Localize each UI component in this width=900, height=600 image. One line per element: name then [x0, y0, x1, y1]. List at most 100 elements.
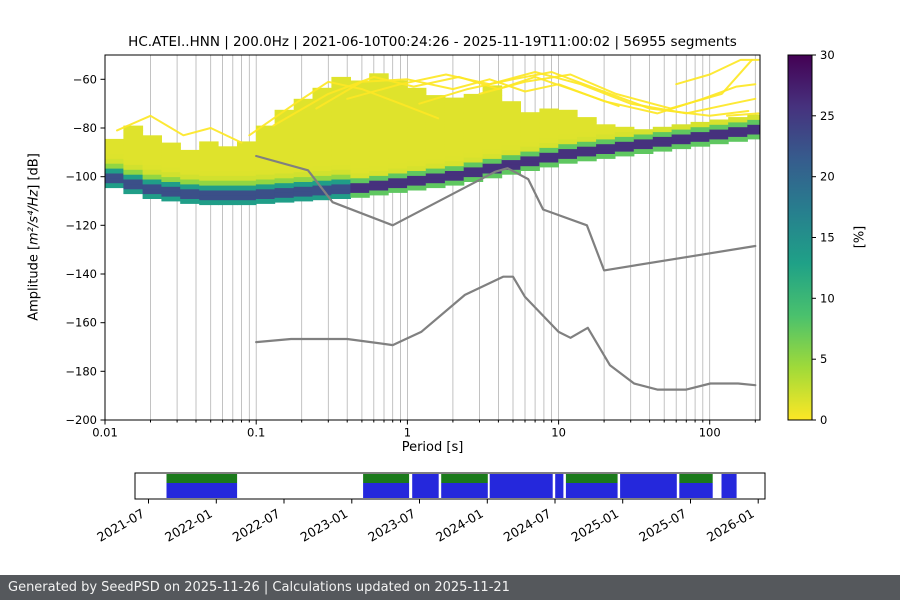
heatmap-cell [671, 129, 692, 135]
nlnm-line [255, 275, 757, 391]
heatmap-cell [123, 184, 144, 190]
heatmap-cell [614, 126, 635, 133]
heatmap-cell [463, 162, 484, 168]
heatmap-cell [652, 141, 673, 147]
heatmap-cell [350, 148, 370, 154]
heatmap-cell [218, 151, 238, 157]
heatmap-cell [255, 169, 276, 175]
y-tick-label: −160 [65, 316, 97, 330]
heatmap-cell [199, 165, 219, 171]
y-tick-label: −60 [73, 72, 97, 86]
heatmap-cell [199, 180, 219, 186]
heatmap-cell [142, 169, 162, 175]
y-tick-label: −140 [65, 267, 97, 281]
heatmap-cell [123, 135, 144, 141]
heatmap-cell [558, 124, 578, 130]
colorbar-tick-label: 20 [820, 170, 835, 184]
heatmap-cell [463, 132, 484, 139]
heatmap-cell [652, 136, 673, 142]
heatmap-cell [407, 131, 427, 137]
heatmap-cell [123, 188, 144, 195]
heatmap-cell [690, 121, 711, 128]
heatmap-cell [293, 98, 314, 105]
heatmap-cell [274, 187, 295, 193]
heatmap-cell [105, 138, 124, 145]
heatmap-cell [105, 168, 124, 174]
heatmap-cell [501, 154, 521, 161]
heatmap-cell [520, 126, 540, 133]
colorbar [787, 54, 813, 421]
heatmap-cell [388, 173, 408, 179]
heatmap-cell [388, 95, 408, 101]
heatmap-cell [180, 188, 200, 195]
heatmap-cell [142, 184, 162, 190]
heatmap-cell [501, 169, 521, 175]
heatmap-cell [596, 138, 616, 145]
heatmap-cell [369, 151, 389, 157]
colorbar-tick-label: 0 [820, 413, 827, 427]
heatmap-cell [388, 129, 408, 135]
heatmap-cell [728, 126, 748, 133]
heatmap-cell [425, 173, 446, 179]
heatmap-cell [142, 174, 162, 180]
heatmap-cell [482, 173, 503, 179]
heatmap-cell [255, 145, 276, 151]
heatmap-cell [539, 113, 559, 119]
heatmap-cell [463, 166, 484, 173]
heatmap-cell [747, 129, 760, 135]
streak-line [116, 114, 243, 144]
heatmap-cell [444, 146, 465, 152]
heatmap-cell [199, 160, 219, 167]
heatmap-cell [123, 164, 144, 170]
heatmap-cell [558, 138, 578, 145]
heatmap-cell [350, 138, 370, 145]
heatmap-cell [350, 163, 370, 169]
heatmap-cell [199, 141, 219, 147]
y-tick-label: −100 [65, 170, 97, 184]
heatmap-cell [293, 108, 314, 114]
heatmap-cell [331, 159, 351, 165]
heatmap-cell [425, 158, 446, 164]
heatmap-cell [180, 154, 200, 161]
heatmap-cell [388, 143, 408, 150]
heatmap-cell [444, 160, 465, 167]
heatmap-cell [123, 179, 144, 185]
heatmap-cell [388, 134, 408, 140]
heatmap-cell [709, 138, 729, 145]
heatmap-cell [388, 109, 408, 116]
heatmap-cell [180, 159, 200, 165]
heatmap-cell [350, 187, 370, 193]
axis-ticks: 0.01 0.1 1 10 100 −60 −80 −100 −120 −140 −160 −180 −… [65, 72, 756, 440]
heatmap-cell [369, 146, 389, 152]
heatmap-cell [482, 104, 503, 111]
heatmap-cell [425, 148, 446, 154]
heatmap-cell [577, 131, 597, 137]
heatmap-cell [331, 174, 351, 180]
heatmap-cell [331, 140, 351, 146]
heatmap-cell [614, 136, 635, 142]
heatmap-cell [312, 180, 332, 186]
heatmap-cell [482, 114, 503, 120]
heatmap-cell [501, 140, 521, 146]
heatmap-cell [274, 134, 295, 140]
heatmap-cell [105, 177, 124, 184]
heatmap-cell [425, 119, 446, 125]
heatmap-cell [255, 198, 276, 204]
heatmap-cell [407, 175, 427, 181]
heatmap-cell [293, 118, 314, 124]
heatmap-cell [350, 90, 370, 96]
heatmap-cell [199, 199, 219, 206]
heatmap-cell [293, 113, 314, 119]
heatmap-cell [369, 136, 389, 142]
heatmap-cell [463, 113, 484, 119]
heatmap-cell [218, 180, 238, 186]
heatmap-cell [369, 160, 389, 167]
heatmap-cell [709, 134, 729, 140]
heatmap-cell [728, 117, 748, 123]
heatmap-cell [425, 177, 446, 184]
heatmap-cell [520, 136, 540, 142]
heatmap-cell [312, 107, 332, 113]
heatmap-cell [388, 182, 408, 189]
heatmap-cell [482, 153, 503, 159]
heatmap-cell [180, 193, 200, 199]
